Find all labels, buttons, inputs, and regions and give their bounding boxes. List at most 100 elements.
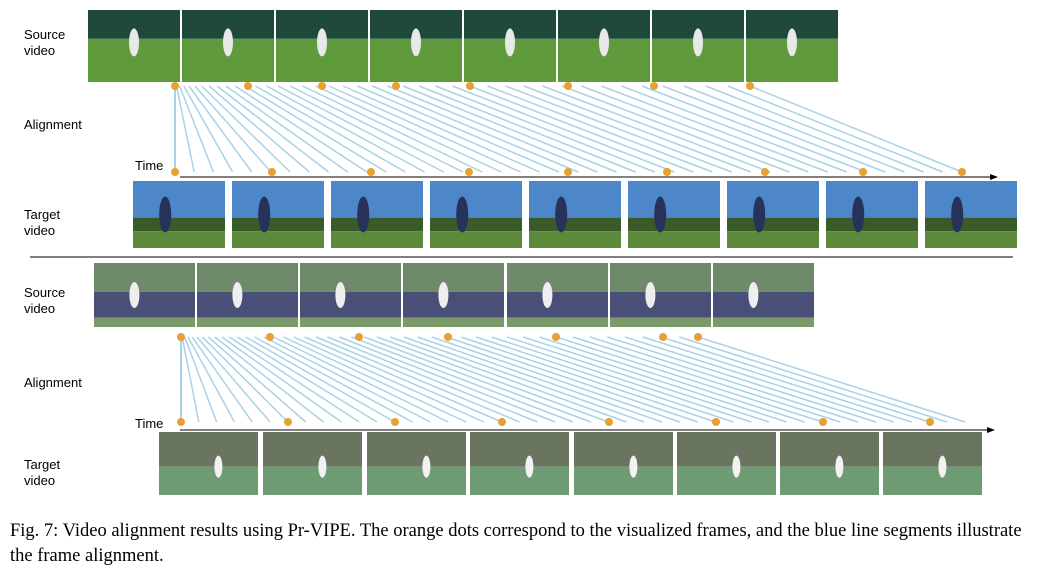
frame-dot (266, 333, 274, 341)
person (223, 28, 233, 57)
alignment-segment (339, 336, 556, 423)
alignment-segment (371, 85, 579, 173)
alignment-segment (304, 336, 503, 423)
person (748, 282, 759, 308)
person (438, 282, 449, 308)
alignment-segment (234, 85, 368, 173)
alignment-segment (418, 85, 636, 173)
alignment-segment (342, 85, 541, 173)
caption: Fig. 7: Video alignment results using Pr… (10, 521, 1022, 566)
person (654, 196, 667, 233)
alignment-segment (660, 336, 930, 423)
person (951, 196, 964, 233)
frame-dot (761, 168, 769, 176)
video-frame (883, 432, 982, 467)
video-frame (507, 263, 608, 292)
alignment-segment (431, 336, 681, 423)
person (599, 28, 609, 57)
person (411, 28, 421, 57)
alignment-segment (662, 85, 886, 173)
alignment-segment (589, 336, 859, 423)
frame-dot (177, 333, 185, 341)
video-frame (574, 432, 673, 467)
target-label: Target video (24, 457, 61, 488)
alignment-segment (188, 85, 253, 173)
alignment-segment (572, 336, 841, 423)
person (214, 455, 223, 478)
frame-dot (746, 82, 754, 90)
alignment-segment (491, 336, 752, 423)
alignment-label: Alignment (24, 375, 82, 390)
alignment-segment (273, 336, 449, 423)
alignment-segment (283, 336, 467, 423)
video-frame (263, 432, 362, 467)
alignment-segment (289, 85, 464, 173)
source-label: Source video (24, 285, 66, 316)
frame-dot (244, 82, 252, 90)
video-frame-court (883, 466, 982, 495)
alignment-segment (221, 336, 342, 423)
video-frame-court (677, 466, 776, 495)
alignment-segment (183, 336, 218, 423)
frame-dot (392, 82, 400, 90)
target-label: Target video (24, 207, 61, 238)
alignment-segment (302, 85, 483, 173)
video-frame-trees (727, 217, 819, 232)
frame-dot (355, 333, 363, 341)
person (852, 196, 865, 233)
video-frame (713, 263, 814, 292)
alignment-segment (446, 336, 698, 423)
alignment-segment (244, 85, 387, 173)
frame-dot (859, 168, 867, 176)
frame-dot (367, 168, 375, 176)
alignment-segment (315, 336, 520, 423)
alignment-segment (263, 336, 431, 423)
alignment-segment (245, 336, 396, 423)
alignment-segment (475, 336, 734, 423)
frame-dot (694, 333, 702, 341)
alignment-segment (181, 336, 200, 423)
frame-dot (284, 418, 292, 426)
alignment-segment (679, 336, 948, 423)
alignment-segment (624, 336, 894, 423)
alignment-segment (255, 85, 406, 173)
person (835, 455, 844, 478)
alignment-segment (555, 336, 823, 423)
video-frame-ground (727, 231, 819, 248)
frame-dot (268, 168, 276, 176)
alignment-segment (402, 85, 617, 173)
alignment-segment (642, 336, 912, 423)
video-frame (159, 432, 258, 467)
alignment-segment (178, 85, 215, 173)
alignment-segment (403, 336, 645, 423)
alignment-segment (225, 85, 349, 173)
frame-dot (444, 333, 452, 341)
person (318, 455, 327, 478)
alignment-segment (351, 336, 574, 423)
alignment-segment (207, 336, 307, 423)
video-frame-ground (331, 231, 423, 248)
video-frame-court (367, 466, 466, 495)
time-arrow (987, 427, 995, 433)
video-frame-ground (925, 231, 1017, 248)
alignment-segment (183, 85, 234, 173)
alignment-segment (389, 336, 627, 423)
video-frame-border (300, 317, 401, 327)
alignment-segment (727, 85, 944, 173)
alignment-segment (561, 85, 790, 173)
alignment-segment (641, 85, 867, 173)
video-frame-court (159, 466, 258, 495)
alignment-segment (523, 85, 752, 173)
video-frame (470, 432, 569, 467)
person (542, 282, 553, 308)
person (629, 455, 638, 478)
alignment-segment (600, 85, 828, 173)
alignment-segment (469, 85, 694, 173)
alignment-segment (607, 336, 877, 423)
alignment-segment (697, 336, 966, 423)
alignment-segment (542, 85, 771, 173)
person (525, 455, 534, 478)
frame-dot (659, 333, 667, 341)
alignment-segment (315, 85, 502, 173)
